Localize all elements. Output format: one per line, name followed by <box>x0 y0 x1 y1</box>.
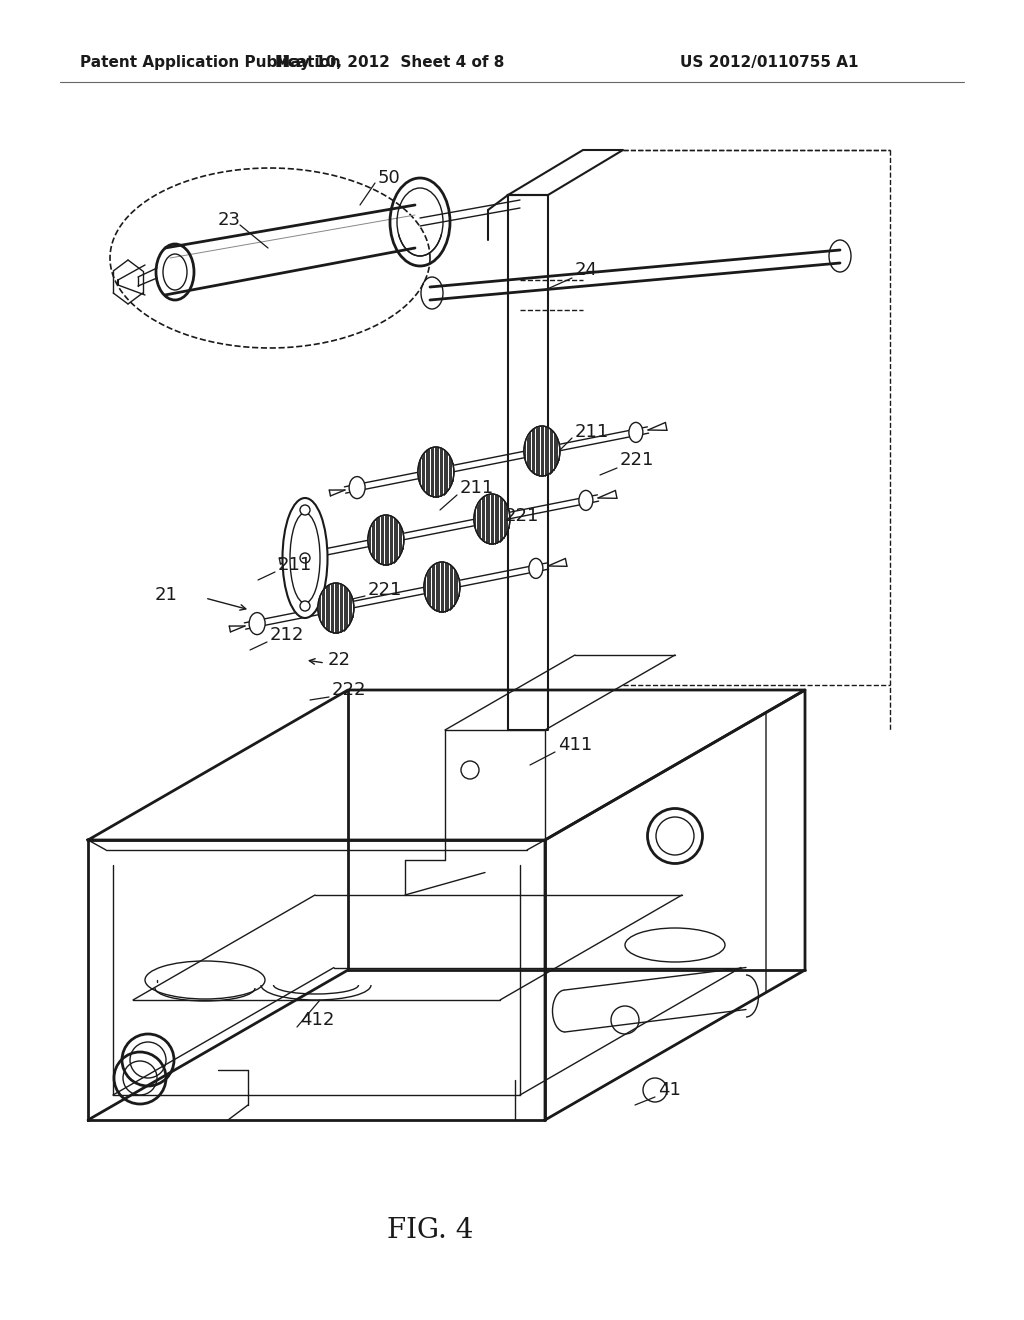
Ellipse shape <box>249 612 265 635</box>
Text: May 10, 2012  Sheet 4 of 8: May 10, 2012 Sheet 4 of 8 <box>275 54 505 70</box>
Text: FIG. 4: FIG. 4 <box>387 1217 473 1243</box>
Text: 412: 412 <box>300 1011 335 1030</box>
Ellipse shape <box>418 447 454 498</box>
Ellipse shape <box>349 477 366 499</box>
Text: 221: 221 <box>505 507 540 525</box>
Ellipse shape <box>299 545 315 566</box>
Ellipse shape <box>300 601 310 611</box>
Text: 41: 41 <box>658 1081 681 1100</box>
Text: 50: 50 <box>378 169 400 187</box>
Ellipse shape <box>524 426 560 477</box>
Ellipse shape <box>424 562 460 612</box>
Text: 222: 222 <box>332 681 367 700</box>
Text: 221: 221 <box>368 581 402 599</box>
Ellipse shape <box>528 558 543 578</box>
Ellipse shape <box>317 583 354 634</box>
Text: 21: 21 <box>155 586 178 605</box>
Ellipse shape <box>474 494 510 544</box>
Text: 211: 211 <box>575 422 609 441</box>
Ellipse shape <box>579 491 593 511</box>
Text: 22: 22 <box>328 651 351 669</box>
Text: 211: 211 <box>278 556 312 574</box>
Ellipse shape <box>300 553 310 564</box>
Text: Patent Application Publication: Patent Application Publication <box>80 54 341 70</box>
Ellipse shape <box>368 515 403 565</box>
Text: 211: 211 <box>460 479 495 498</box>
Ellipse shape <box>283 498 328 618</box>
Text: US 2012/0110755 A1: US 2012/0110755 A1 <box>680 54 858 70</box>
Text: 24: 24 <box>575 261 598 279</box>
Ellipse shape <box>300 506 310 515</box>
Ellipse shape <box>629 422 643 442</box>
Text: 23: 23 <box>218 211 241 228</box>
Text: 411: 411 <box>558 737 592 754</box>
Text: 221: 221 <box>620 451 654 469</box>
Text: 212: 212 <box>270 626 304 644</box>
